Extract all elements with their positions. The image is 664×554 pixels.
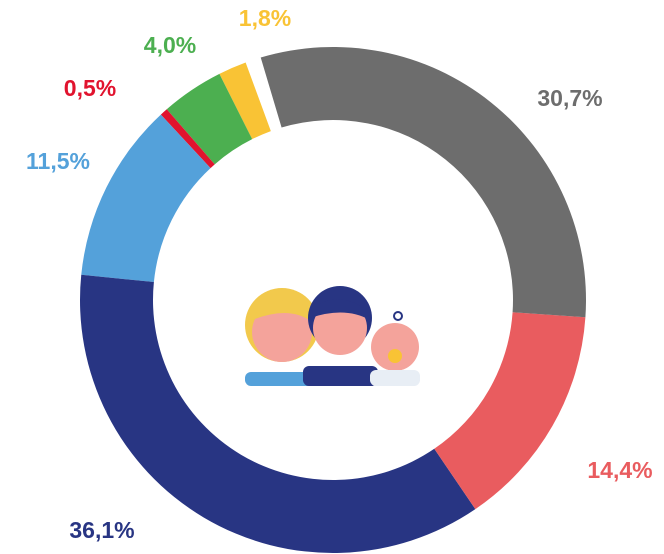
data-label: 11,5% bbox=[26, 148, 90, 174]
data-label: 0,5% bbox=[64, 75, 116, 101]
donut-segment bbox=[81, 114, 211, 283]
data-label: 1,8% bbox=[239, 5, 291, 31]
donut-segment bbox=[219, 62, 271, 140]
data-label: 14,4% bbox=[587, 457, 652, 483]
data-label: 30,7% bbox=[537, 85, 602, 111]
donut-segment bbox=[160, 109, 215, 169]
donut-segment bbox=[434, 312, 586, 510]
donut-segment bbox=[260, 47, 586, 318]
donut-segment bbox=[79, 274, 476, 554]
family-icon bbox=[245, 286, 420, 386]
donut-segment bbox=[166, 73, 253, 165]
data-label: 36,1% bbox=[69, 517, 134, 543]
data-label: 4,0% bbox=[144, 32, 196, 58]
